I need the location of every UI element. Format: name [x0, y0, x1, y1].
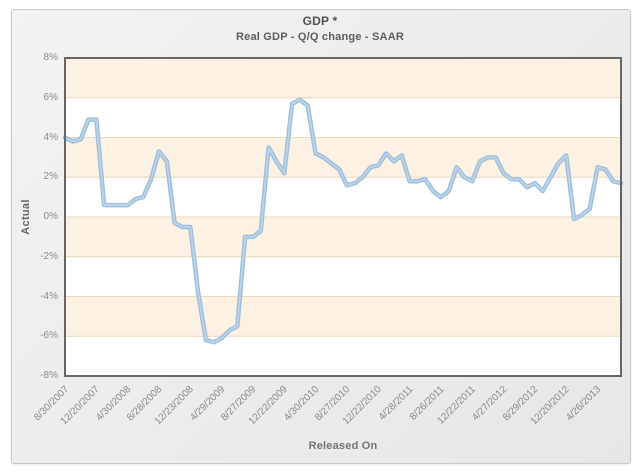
y-tick-label: -4%	[40, 290, 58, 302]
y-tick-label: 6%	[43, 91, 58, 103]
y-tick-label: -6%	[40, 330, 58, 342]
chart-subtitle: Real GDP - Q/Q change - SAAR	[236, 31, 404, 43]
chart-title: GDP *	[302, 14, 338, 28]
y-tick-label: 2%	[43, 171, 58, 183]
x-axis-title: Released On	[308, 440, 378, 452]
y-tick-label: -8%	[40, 370, 58, 381]
y-tick-label: 0%	[43, 211, 58, 222]
plot-band	[65, 217, 621, 257]
gdp-series-line-highlight	[64, 98, 622, 344]
plot-band	[65, 137, 621, 178]
plot-border	[64, 57, 622, 377]
plot-band	[65, 296, 621, 337]
y-tick-label: 8%	[43, 52, 58, 63]
plot-band	[65, 58, 621, 98]
y-tick-label: 4%	[43, 131, 58, 143]
y-tick-label: -2%	[40, 250, 58, 262]
y-axis-title: Actual	[20, 199, 32, 235]
